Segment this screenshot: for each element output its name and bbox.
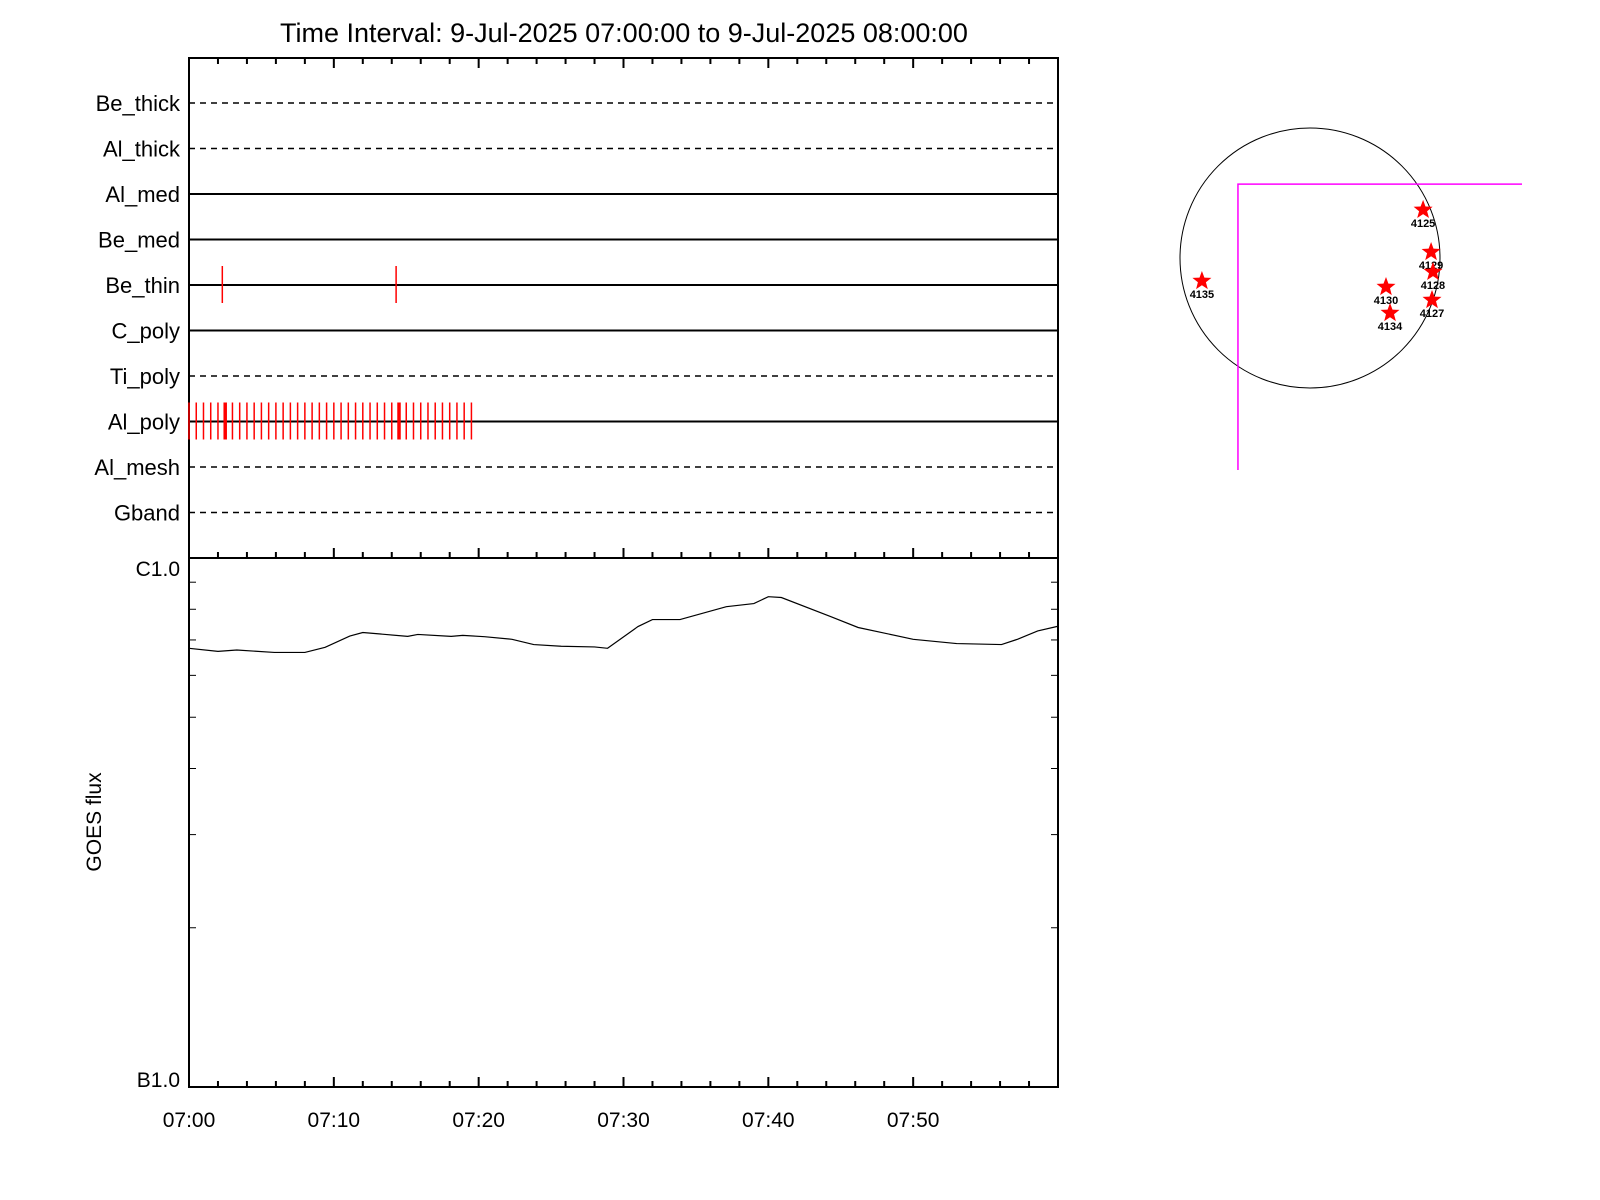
star-icon: [1376, 277, 1396, 296]
solar-limb: [1179, 127, 1441, 389]
x-tick-label: 07:00: [163, 1109, 216, 1132]
star-icon: [1413, 199, 1433, 218]
region-label: 4128: [1421, 280, 1445, 292]
region-label: 4134: [1378, 321, 1403, 333]
row-label: Be_thick: [96, 91, 181, 116]
y-tick-label: B1.0: [137, 1069, 180, 1092]
row-label: Al_mesh: [94, 455, 180, 480]
x-tick-label: 07:10: [308, 1109, 361, 1132]
x-tick-label: 07:40: [742, 1109, 795, 1132]
region-label: 4135: [1190, 289, 1214, 301]
goes-flux-line: [188, 596, 1059, 654]
region-label: 4130: [1374, 295, 1398, 307]
star-icon: [1421, 242, 1441, 261]
row-label: C_poly: [112, 319, 180, 344]
star-icon: [1380, 303, 1400, 322]
goes-panel: C1.0 B1.0 07:00 07:10 07:20 07:30 07:40 07:50: [136, 557, 1059, 1132]
row-label: Al_thick: [103, 137, 181, 162]
star-icon: [1423, 261, 1443, 280]
x-tick-label: 07:20: [452, 1109, 505, 1132]
star-icon: [1192, 271, 1212, 290]
x-tick-label: 07:30: [597, 1109, 650, 1132]
row-label: Al_poly: [108, 410, 180, 435]
row-label: Al_med: [105, 182, 180, 207]
row-label: Be_thin: [105, 273, 180, 298]
event-panel-frame: [188, 57, 1059, 559]
y-axis-label: GOES flux: [83, 772, 106, 872]
y-tick-label: C1.0: [136, 558, 180, 581]
x-tick-label: 07:50: [887, 1109, 940, 1132]
region-label: 4127: [1420, 308, 1444, 320]
chart-title: Time Interval: 9-Jul-2025 07:00:00 to 9-…: [280, 18, 968, 48]
row-label: Ti_poly: [110, 364, 180, 389]
row-label: Gband: [114, 501, 180, 526]
region-label: 4125: [1411, 218, 1435, 230]
event-panel: Be_thick Al_thick Al_med Be_med Be_thin C_pol…: [94, 57, 1059, 559]
row-label: Be_med: [98, 228, 180, 253]
field-of-view: [1237, 183, 1522, 470]
star-icon: [1422, 290, 1442, 309]
